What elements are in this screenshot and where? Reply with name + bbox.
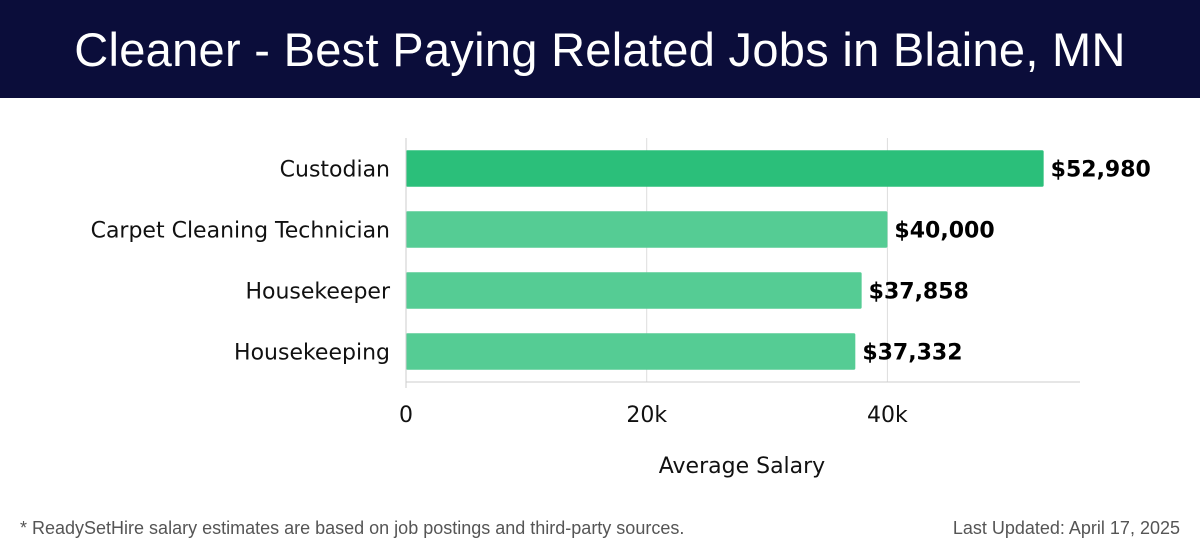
bar <box>406 150 1044 187</box>
category-label: Custodian <box>280 158 390 183</box>
bar <box>406 211 888 248</box>
value-label: $37,332 <box>862 341 962 366</box>
x-axis-title: Average Salary <box>659 454 825 479</box>
last-updated: Last Updated: April 17, 2025 <box>952 518 1180 538</box>
category-label: Carpet Cleaning Technician <box>91 219 390 244</box>
bars <box>406 150 1044 370</box>
value-label: $40,000 <box>894 219 994 244</box>
category-label: Housekeeping <box>234 341 390 366</box>
title-banner: Cleaner - Best Paying Related Jobs in Bl… <box>0 0 1200 98</box>
axes <box>405 138 1080 388</box>
category-label: Housekeeper <box>245 280 390 305</box>
footnote: * ReadySetHire salary estimates are base… <box>20 518 685 538</box>
labels: 0 20k 40k Custodian $52,980 Carpet Cleaning T… <box>91 158 1151 429</box>
value-label: $37,858 <box>869 280 969 305</box>
bar <box>406 333 856 370</box>
bar <box>406 272 862 309</box>
x-tick-label: 20k <box>626 403 667 428</box>
chart-title: Cleaner - Best Paying Related Jobs in Bl… <box>74 22 1126 76</box>
x-tick-label: 0 <box>399 403 413 428</box>
x-tick-label: 40k <box>867 403 908 428</box>
value-label: $52,980 <box>1051 158 1151 183</box>
bar-chart: 0 20k 40k Custodian $52,980 Carpet Cleaning T… <box>91 138 1151 479</box>
